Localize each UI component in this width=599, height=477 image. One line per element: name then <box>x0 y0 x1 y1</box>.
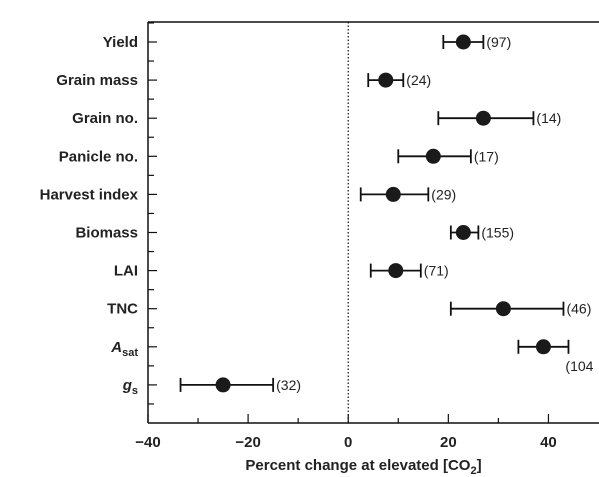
chart-marks: Yield (97) Grain mass (24) Grain no. (14) Pani… <box>40 34 594 397</box>
category-label: Panicle no. <box>59 148 138 165</box>
sample-size-label: (104 <box>565 358 593 374</box>
category-label: Grain no. <box>72 110 138 127</box>
data-row: Grain no. (14) <box>72 110 561 127</box>
mean-point <box>425 148 441 164</box>
mean-point <box>388 263 404 279</box>
sample-size-label: (17) <box>474 148 499 164</box>
category-label: Yield <box>103 34 138 51</box>
mean-point <box>455 34 471 50</box>
data-row: LAI (71) <box>114 263 449 280</box>
sample-size-label: (46) <box>566 301 591 317</box>
sample-size-label: (97) <box>486 34 511 50</box>
mean-point <box>215 377 231 393</box>
x-axis: −40 −20 0 20 40 <box>135 414 557 451</box>
sample-size-label: (32) <box>276 377 301 393</box>
plot-frame <box>147 21 599 424</box>
category-label: LAI <box>114 263 138 280</box>
category-label: Biomass <box>75 225 138 242</box>
data-row: Harvest index (29) <box>40 186 457 203</box>
data-row: Yield (97) <box>103 34 512 51</box>
sample-size-label: (14) <box>536 110 561 126</box>
mean-point <box>385 186 401 202</box>
data-row: Panicle no. (17) <box>59 148 499 165</box>
mean-point <box>378 72 394 88</box>
sample-size-label: (29) <box>431 186 456 202</box>
mean-point <box>495 301 511 317</box>
category-label: Asat <box>110 339 138 359</box>
x-tick-label: 0 <box>344 434 352 451</box>
sample-size-label: (155) <box>481 225 514 241</box>
mean-point <box>535 339 551 355</box>
x-tick-label: −40 <box>135 434 160 451</box>
category-label: gs <box>122 377 138 397</box>
data-row: Asat (104 <box>110 339 593 374</box>
data-row: TNC (46) <box>107 301 591 318</box>
data-row: Biomass (155) <box>75 225 514 242</box>
sample-size-label: (24) <box>406 72 431 88</box>
mean-point <box>455 225 471 240</box>
data-row: gs (32) <box>122 377 301 397</box>
data-row: Grain mass (24) <box>56 72 431 89</box>
mean-point <box>475 110 491 126</box>
category-label: Harvest index <box>40 186 139 203</box>
sample-size-label: (71) <box>424 263 449 279</box>
category-label: TNC <box>107 301 138 318</box>
x-tick-label: −20 <box>235 434 260 451</box>
x-tick-label: 20 <box>440 434 457 451</box>
x-axis-title: Percent change at elevated [CO2] <box>245 457 481 477</box>
category-label: Grain mass <box>56 72 138 89</box>
x-tick-label: 40 <box>540 434 557 451</box>
